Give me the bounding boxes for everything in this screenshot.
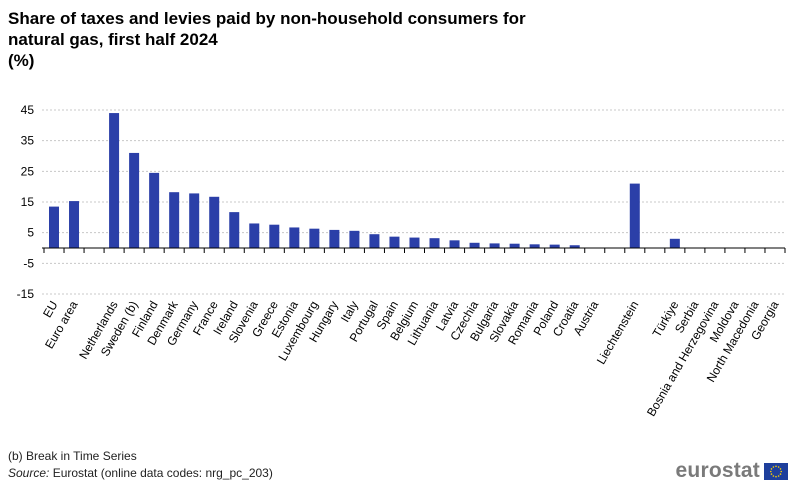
unit-label: (%) <box>8 51 35 70</box>
bar <box>309 228 320 248</box>
x-category-label: Liechtenstein <box>594 299 641 367</box>
flag-star <box>770 472 773 475</box>
flag-star <box>772 474 775 477</box>
y-tick-label: -15 <box>17 287 35 301</box>
y-tick-label: 25 <box>21 164 35 178</box>
bar <box>289 227 300 248</box>
y-tick-label: 5 <box>27 226 34 240</box>
logo-text: eurostat <box>675 459 760 482</box>
bar <box>149 172 160 248</box>
flag-star <box>770 467 773 470</box>
bar <box>369 234 380 248</box>
bar <box>329 229 340 248</box>
bar <box>49 206 59 248</box>
flag-star <box>770 470 772 472</box>
source-line: Source: Eurostat (online data codes: nrg… <box>8 466 273 480</box>
bar <box>469 242 480 248</box>
bar <box>629 183 640 248</box>
bar <box>129 152 140 248</box>
y-tick-label: 45 <box>21 103 35 117</box>
title-line-2: natural gas, first half 2024 <box>8 30 218 49</box>
eurostat-logo: eurostat <box>676 459 788 483</box>
bar <box>209 196 220 248</box>
flag-star <box>775 465 777 467</box>
bar <box>109 113 120 248</box>
bar <box>269 224 280 248</box>
bar <box>569 245 580 248</box>
flag-star <box>780 470 782 472</box>
source-label: Source: <box>8 466 50 480</box>
bar <box>389 236 400 248</box>
eu-flag-icon <box>764 462 788 480</box>
bar <box>189 193 200 248</box>
bar <box>449 240 460 248</box>
flag-star <box>779 467 782 470</box>
bar <box>409 237 420 248</box>
bar <box>229 212 240 248</box>
flag-star <box>779 472 782 475</box>
bar <box>669 238 680 248</box>
bar <box>429 238 440 248</box>
flag-star <box>775 475 777 477</box>
footnote: (b) Break in Time Series <box>8 449 137 463</box>
bar <box>529 244 540 248</box>
y-tick-label: -5 <box>23 256 34 270</box>
flag-star <box>772 465 775 468</box>
title-line-1: Share of taxes and levies paid by non-ho… <box>8 9 526 28</box>
bar <box>69 201 80 248</box>
bar <box>169 192 180 248</box>
flag-star <box>777 465 780 468</box>
flag-star <box>777 474 780 477</box>
y-tick-label: 35 <box>21 134 35 148</box>
bar <box>549 244 560 248</box>
bar <box>249 223 260 248</box>
y-tick-label: 15 <box>21 195 35 209</box>
chart-title: Share of taxes and levies paid by non-ho… <box>8 8 628 71</box>
bar <box>509 243 520 248</box>
bar <box>349 230 360 248</box>
bar <box>489 243 500 248</box>
source-text: Eurostat (online data codes: nrg_pc_203) <box>52 466 273 480</box>
